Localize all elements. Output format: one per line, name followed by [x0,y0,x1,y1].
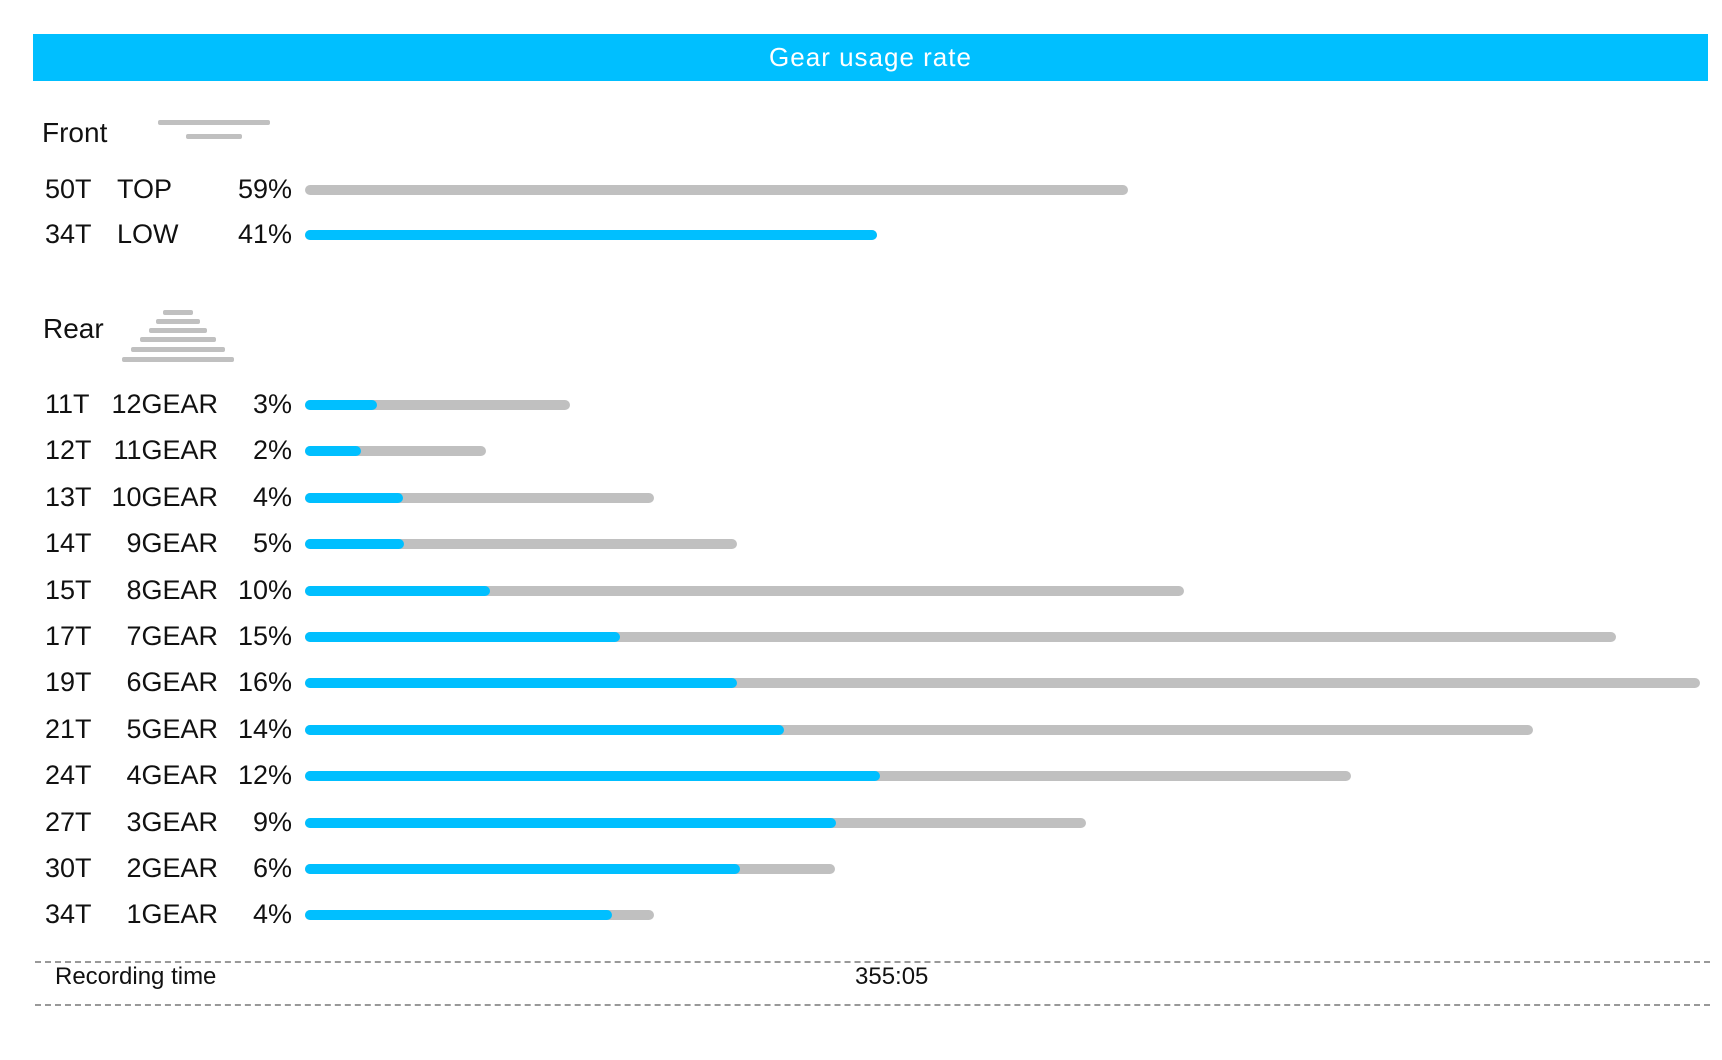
usage-bar-track [305,910,654,920]
usage-bar-track [305,586,1184,596]
usage-bar-fill [305,586,490,596]
gear-teeth-label: 15T [45,575,92,605]
gear-percent-label: 9% [252,807,292,837]
usage-bar-fill [305,771,880,781]
usage-bar-track [305,864,835,874]
gear-name-label: 4GEAR [126,760,218,790]
gear-percent-label: 59% [237,174,292,204]
rear-section-label: Rear [43,313,104,344]
gear-teeth-label: 11T [45,389,90,419]
gear-name-label: 8GEAR [126,575,218,605]
usage-bar-fill [305,818,836,828]
gear-name-label: 10GEAR [111,482,218,512]
usage-bar-track [305,446,486,456]
gear-percent-label: 6% [252,853,292,883]
usage-bar-track [305,771,1351,781]
rear-gear-row: 17T 7GEAR 15% [0,618,1722,654]
rear-gear-row: 24T 4GEAR 12% [0,757,1722,793]
gear-percent-label: 14% [237,714,292,744]
gear-percent-label: 4% [252,482,292,512]
usage-bar-fill [305,400,377,410]
rear-gear-row: 34T 1GEAR 4% [0,896,1722,932]
chainring-icon [158,118,273,142]
gear-name-label: TOP [117,174,173,204]
rear-gear-row: 12T 11GEAR 2% [0,432,1722,468]
recording-time-value: 355:05 [855,963,929,990]
usage-bar-fill [305,493,403,503]
rear-gear-row: 15T 8GEAR 10% [0,572,1722,608]
gear-name-label: 7GEAR [126,621,218,651]
rear-gear-row: 14T 9GEAR 5% [0,525,1722,561]
gear-teeth-label: 21T [45,714,92,744]
gear-name-label: 3GEAR [126,807,218,837]
chart-title: Gear usage rate [33,34,1708,81]
usage-bar-track [305,400,570,410]
gear-name-label: 2GEAR [126,853,218,883]
gear-name-label: 6GEAR [126,667,218,697]
rear-gear-row: 21T 5GEAR 14% [0,711,1722,747]
gear-name-label: 11GEAR [113,435,218,465]
usage-bar-track [305,632,1616,642]
gear-name-label: LOW [117,219,179,249]
front-section-label: Front [42,117,108,148]
gear-teeth-label: 30T [45,853,92,883]
usage-bar-track [305,230,877,240]
gear-teeth-label: 24T [45,760,92,790]
gear-percent-label: 10% [237,575,292,605]
gear-percent-label: 41% [237,219,292,249]
cassette-icon [120,310,236,364]
rear-gear-row: 27T 3GEAR 9% [0,804,1722,840]
gear-percent-label: 5% [252,528,292,558]
usage-bar-track [305,185,1128,195]
footer-top-divider [35,961,1710,963]
usage-bar-track [305,493,654,503]
usage-bar-fill [305,632,620,642]
usage-bar-fill [305,446,361,456]
gear-teeth-label: 14T [45,528,92,558]
gear-percent-label: 4% [252,899,292,929]
rear-gear-row: 13T 10GEAR 4% [0,479,1722,515]
usage-bar-fill [305,725,784,735]
gear-percent-label: 16% [237,667,292,697]
gear-name-label: 1GEAR [126,899,218,929]
rear-gear-row: 30T 2GEAR 6% [0,850,1722,886]
gear-teeth-label: 27T [45,807,92,837]
usage-bar-fill [305,678,737,688]
usage-bar-fill [305,539,404,549]
rear-gear-row: 19T 6GEAR 16% [0,664,1722,700]
gear-percent-label: 15% [237,621,292,651]
gear-teeth-label: 50T [45,174,92,204]
usage-bar-track [305,539,737,549]
gear-teeth-label: 17T [45,621,92,651]
usage-bar-track [305,725,1533,735]
gear-name-label: 5GEAR [126,714,218,744]
front-gear-row: 34T LOW 41% [0,216,1722,252]
gear-name-label: 12GEAR [111,389,218,419]
gear-percent-label: 2% [252,435,292,465]
gear-teeth-label: 34T [45,219,92,249]
front-gear-row: 50T TOP 59% [0,171,1722,207]
gear-teeth-label: 12T [45,435,92,465]
gear-teeth-label: 19T [45,667,92,697]
recording-time-label: Recording time [55,963,217,990]
gear-teeth-label: 13T [45,482,92,512]
usage-bar-track [305,818,1086,828]
gear-percent-label: 3% [252,389,292,419]
usage-bar-fill [305,910,612,920]
usage-bar-fill [305,230,877,240]
gear-teeth-label: 34T [45,899,92,929]
gear-percent-label: 12% [237,760,292,790]
usage-bar-fill [305,864,740,874]
usage-bar-track [305,678,1700,688]
rear-gear-row: 11T 12GEAR 3% [0,386,1722,422]
gear-name-label: 9GEAR [126,528,218,558]
footer-bottom-divider [35,1004,1710,1006]
